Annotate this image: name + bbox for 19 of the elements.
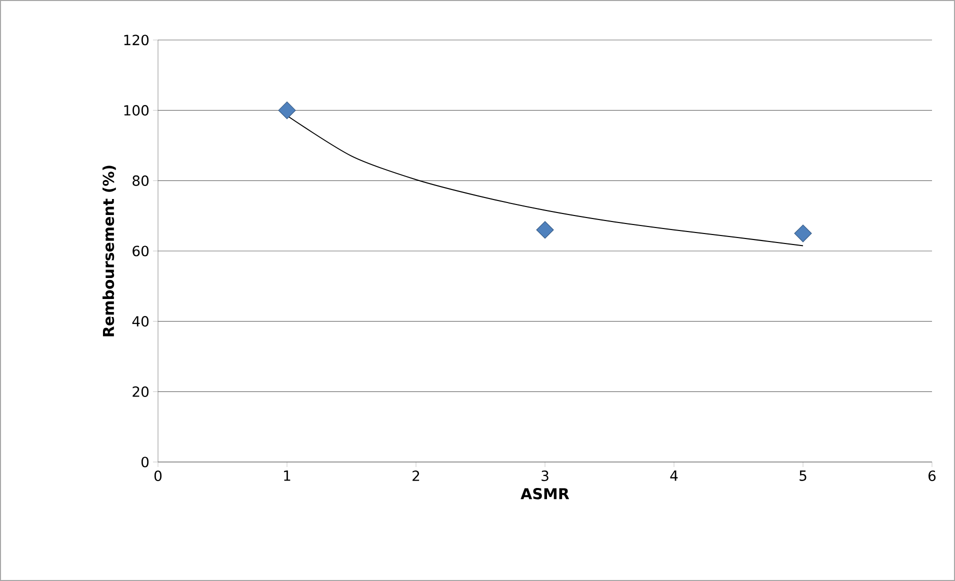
x-tick-label: 5 (800, 470, 806, 481)
x-tick-label: 6 (928, 470, 936, 482)
x-tick-label: 0 (154, 470, 162, 482)
point (278, 102, 296, 120)
y-tick-label: 100 (124, 105, 149, 116)
point (536, 221, 554, 239)
y-tick-label: 120 (124, 34, 149, 46)
y-tick-label: 0 (141, 456, 149, 468)
x-tick-label: 2 (412, 470, 420, 481)
x-tick-label: 1 (284, 470, 290, 481)
point (794, 224, 812, 242)
y-tick-label: 80 (132, 175, 149, 186)
y-tick-label: 20 (132, 386, 149, 397)
x-tick-label: 4 (670, 470, 678, 481)
y-tick-label: 40 (132, 316, 149, 327)
y-tick-label: 60 (132, 246, 149, 256)
x-axis-title: ASMR (520, 488, 570, 500)
y-axis-title: Remboursement (%) (102, 166, 116, 336)
x-tick-label: 3 (542, 470, 548, 482)
